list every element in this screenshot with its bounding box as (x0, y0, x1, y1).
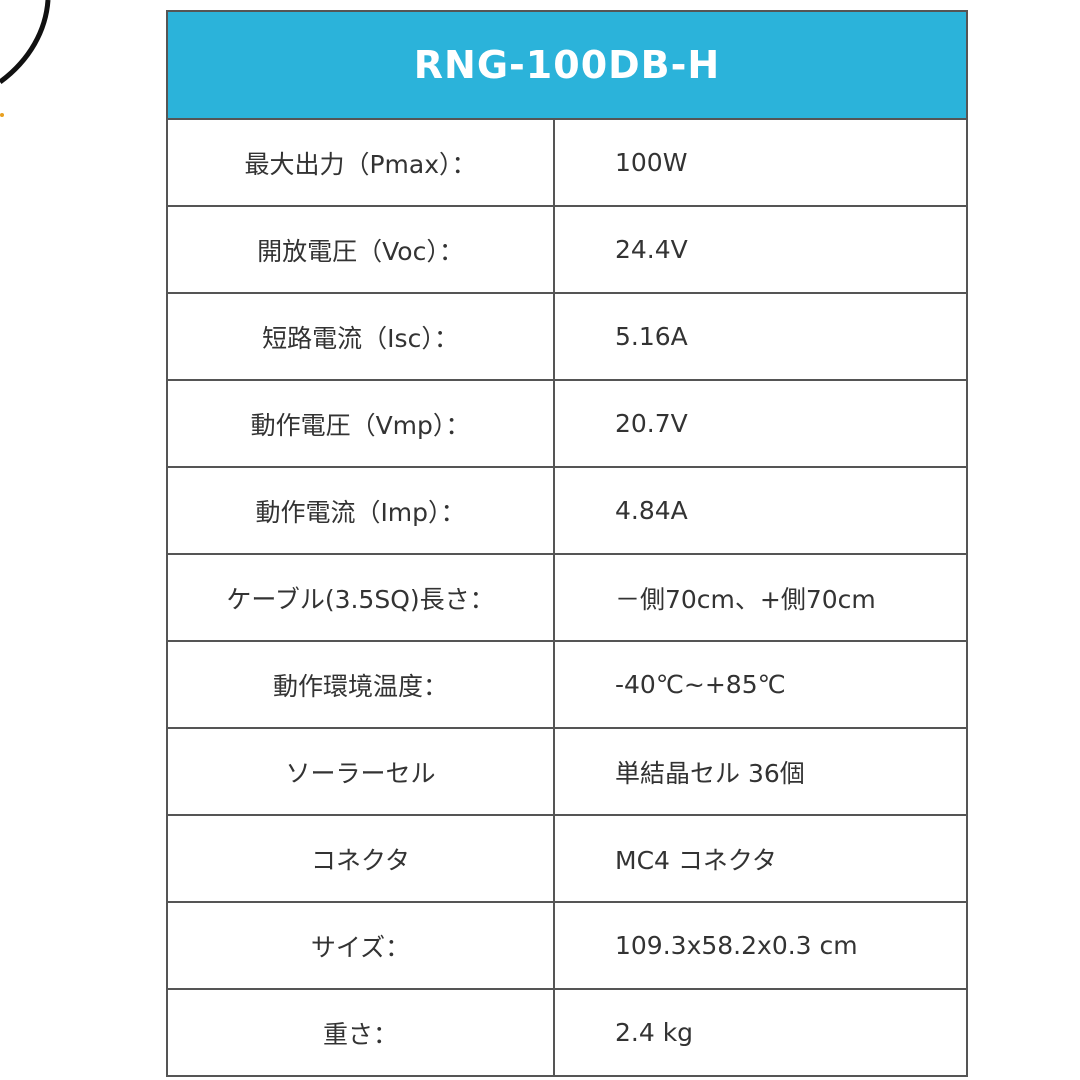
spec-table: RNG-100DB-H 最大出力（Pmax）： 100W 開放電圧（Voc）： 24.… (166, 10, 968, 1077)
table-row: 動作電流（Imp）： 4.84A (168, 468, 966, 555)
table-row: 開放電圧（Voc）： 24.4V (168, 207, 966, 294)
spec-value: 5.16A (615, 322, 688, 351)
spec-value: 109.3x58.2x0.3 cm (615, 931, 858, 960)
table-row: ケーブル(3.5SQ)長さ： －側70cm、+側70cm (168, 555, 966, 642)
table-row: 短路電流（Isc）： 5.16A (168, 294, 966, 381)
table-row: サイズ： 109.3x58.2x0.3 cm (168, 903, 966, 990)
table-row: 動作電圧（Vmp）： 20.7V (168, 381, 966, 468)
model-title: RNG-100DB-H (413, 43, 721, 87)
table-row: 重さ： 2.4 kg (168, 990, 966, 1075)
spec-value: 4.84A (615, 496, 688, 525)
spec-label: コネクタ (168, 816, 555, 901)
spec-label: 最大出力（Pmax）： (168, 120, 555, 205)
spec-value: 単結晶セル 36個 (615, 758, 805, 788)
spec-label: ケーブル(3.5SQ)長さ： (168, 555, 555, 640)
table-row: ソーラーセル 単結晶セル 36個 (168, 729, 966, 816)
decorative-arc-graphic (0, 0, 51, 117)
spec-label: 重さ： (168, 990, 555, 1075)
spec-label: 開放電圧（Voc）： (168, 207, 555, 292)
table-row: 動作環境温度： -40℃~+85℃ (168, 642, 966, 729)
spec-value: 24.4V (615, 235, 688, 264)
spec-label: サイズ： (168, 903, 555, 988)
spec-label: ソーラーセル (168, 729, 555, 814)
spec-label: 動作電圧（Vmp）： (168, 381, 555, 466)
spec-label: 動作電流（Imp）： (168, 468, 555, 553)
spec-value: 2.4 kg (615, 1018, 694, 1047)
table-row: コネクタ MC4 コネクタ (168, 816, 966, 903)
table-header: RNG-100DB-H (168, 12, 966, 120)
spec-value: -40℃~+85℃ (615, 670, 786, 699)
spec-value: MC4 コネクタ (615, 845, 777, 875)
spec-label: 動作環境温度： (168, 642, 555, 727)
spec-value: －側70cm、+側70cm (615, 584, 876, 614)
spec-value: 20.7V (615, 409, 688, 438)
spec-label: 短路電流（Isc）： (168, 294, 555, 379)
spec-value: 100W (615, 148, 688, 177)
table-row: 最大出力（Pmax）： 100W (168, 120, 966, 207)
